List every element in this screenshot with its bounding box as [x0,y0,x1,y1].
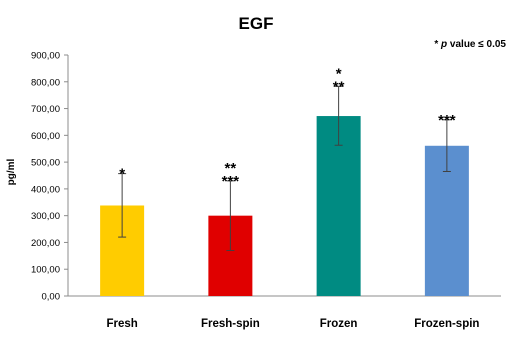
y-tick-label: 500,00 [31,158,60,169]
y-tick-label: 200,00 [31,238,60,249]
annotation-rest: value ≤ 0.05 [447,39,506,50]
x-tick-label: Fresh [106,318,137,330]
bars [100,116,469,296]
significance-marker: * [336,65,342,82]
y-tick-label: 300,00 [31,211,60,222]
y-tick-label: 100,00 [31,265,60,276]
y-tick-label: 800,00 [31,77,60,88]
significance-marker: *** [438,112,456,129]
annotation-p: p [440,39,447,50]
annotation-star: * [434,39,441,50]
significance-marker: ** [225,160,237,177]
significance-marker: ** [333,78,345,95]
labels: Fresh*Fresh-spin*****Frozen***Frozen-spi… [106,65,479,330]
significance-marker: *** [222,173,240,190]
bar [316,116,361,296]
x-tick-label: Frozen-spin [414,318,479,330]
significance-marker: * [119,166,125,183]
y-tick-label: 400,00 [31,184,60,195]
x-tick-label: Fresh-spin [201,318,260,330]
error-bars [118,85,451,251]
y-axis-label: pg/ml [6,158,17,185]
y-tick-label: 700,00 [31,104,60,115]
y-tick-label: 0,00 [42,292,61,303]
y-tick-label: 900,00 [31,51,60,62]
x-tick-label: Frozen [320,318,358,330]
p-value-annotation: * p value ≤ 0.05 [434,39,506,50]
y-tick-label: 600,00 [31,131,60,142]
chart-title: EGF [239,14,274,33]
